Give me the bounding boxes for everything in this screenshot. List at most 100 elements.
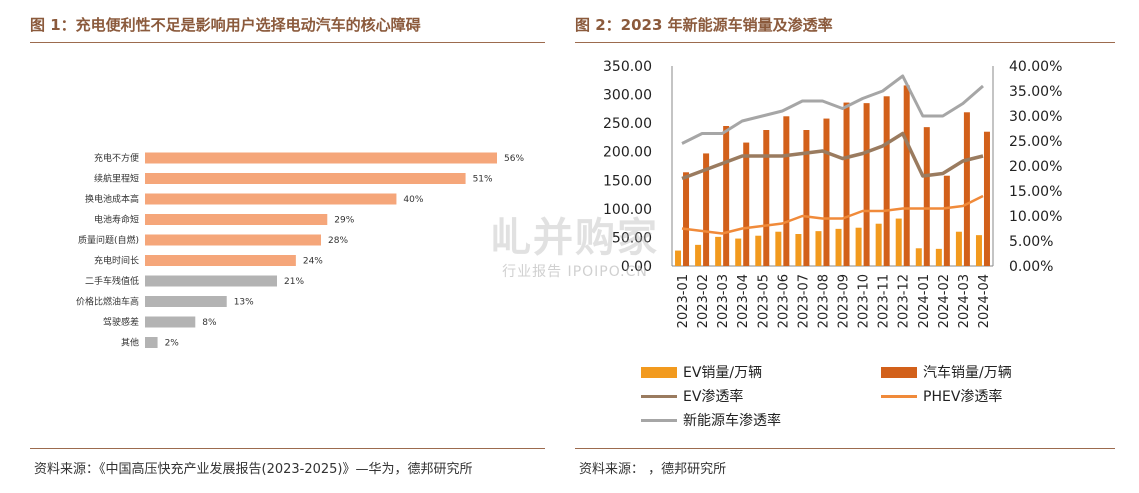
left-axis-tick: 300.00 [603, 88, 652, 104]
x-axis-tick: 2023-05 [756, 274, 771, 328]
category-label: 换电池成本高 [85, 193, 139, 205]
right-axis-tick: 30.00% [1009, 109, 1062, 125]
legend-ev-rate: EV渗透率 [641, 386, 743, 406]
right-axis-tick: 20.00% [1009, 159, 1062, 175]
auto-sales-bar [783, 116, 790, 267]
figure-2-top-rule [575, 42, 1115, 43]
category-label: 其他 [121, 337, 139, 349]
category-label: 充电不方便 [94, 152, 139, 164]
x-axis-tick: 2023-11 [877, 274, 892, 328]
right-axis-tick: 25.00% [1009, 134, 1062, 150]
figure-2-bottom-rule [575, 448, 1115, 449]
right-axis-tick: 10.00% [1009, 209, 1062, 225]
figure-2-source: 资料来源： ，德邦研究所 [579, 462, 727, 477]
figure-1-top-rule [30, 42, 545, 43]
ev-sales-bar [935, 248, 942, 266]
category-label: 价格比燃油车高 [76, 296, 139, 308]
category-label: 质量问题(自燃) [78, 234, 139, 246]
legend-auto-sales-swatch [881, 366, 917, 378]
ev-sales-bar [695, 244, 702, 266]
x-axis-tick: 2023-03 [716, 274, 731, 328]
ev-sales-bar [815, 231, 822, 266]
x-axis-tick: 2023-08 [816, 274, 831, 328]
auto-sales-bar [723, 126, 730, 266]
value-label: 24% [303, 257, 323, 267]
figure-1-panel: 图 1：充电便利性不足是影响用户选择电动汽车的核心障碍 充电不方便 56% 续航里程… [30, 0, 545, 493]
x-axis-tick: 2023-06 [776, 274, 791, 328]
right-axis-tick: 5.00% [1009, 234, 1053, 250]
ev-sales-bar [875, 223, 882, 266]
ev-rate-line [681, 131, 984, 181]
legend-ev-rate-label: EV渗透率 [683, 389, 744, 405]
bar [145, 173, 466, 184]
horizontal-bar-chart: 充电不方便 56% 续航里程短 51% 换电池成本高 40% 电池寿命短 29% 质量问题(自燃… [76, 152, 524, 349]
x-axis-tick: 2023-04 [736, 274, 751, 328]
figure-2-panel: 图 2：2023 年新能源车销量及渗透率 0.00 50.00 100.00 150.… [575, 0, 1115, 493]
auto-sales-bar [743, 142, 750, 266]
nev-rate-line [681, 74, 984, 145]
bar [145, 275, 277, 287]
x-axis-tick: 2024-04 [977, 274, 992, 328]
value-label: 13% [234, 298, 254, 308]
bar [145, 255, 296, 266]
legend-nev-rate: 新能源车渗透率 [641, 410, 781, 430]
auto-sales-bar [943, 175, 950, 266]
x-axis-tick: 2024-01 [917, 274, 932, 328]
auto-sales-bar [703, 153, 710, 266]
auto-sales-bar [983, 131, 990, 266]
x-axis-tick: 2023-09 [837, 274, 852, 328]
ev-sales-bar [895, 218, 902, 266]
ev-sales-bar [915, 248, 922, 266]
ev-sales-bar [775, 231, 782, 266]
legend-ev-sales-swatch [641, 366, 677, 378]
right-axis-tick: 15.00% [1009, 184, 1062, 200]
value-label: 29% [334, 216, 354, 226]
category-label: 驾驶感差 [103, 316, 139, 328]
bar [145, 316, 196, 328]
figure-1-source: 资料来源：《中国高压快充产业发展报告(2023-2025)》—华为，德邦研究所 [34, 462, 473, 477]
bar [145, 234, 321, 246]
auto-sales-bar [883, 96, 890, 267]
legend-nev-rate-label: 新能源车渗透率 [683, 413, 781, 429]
auto-sales-bar [923, 127, 930, 267]
auto-sales-bar [843, 102, 850, 266]
x-axis-tick: 2023-02 [696, 274, 711, 328]
category-label: 电池寿命短 [94, 214, 139, 226]
auto-sales-bar [823, 118, 830, 266]
auto-sales-bar [683, 172, 690, 266]
category-label: 续航里程短 [94, 173, 139, 185]
ev-sales-bar [835, 228, 842, 266]
right-axis-tick: 40.00% [1009, 59, 1062, 75]
value-label: 21% [284, 277, 304, 287]
ev-sales-bar [975, 235, 982, 266]
bar [145, 296, 227, 307]
left-axis-tick: 150.00 [603, 173, 652, 189]
legend-ev-rate-swatch [641, 394, 677, 398]
auto-sales-bar [903, 85, 910, 266]
sales-penetration-chart: 0.00 50.00 100.00 150.00 200.00 250.00 300.00 3… [603, 59, 1062, 328]
ev-sales-bar [735, 238, 742, 266]
legend-nev-rate-swatch [641, 418, 677, 422]
x-axis-tick: 2023-12 [897, 274, 912, 328]
legend-auto-sales: 汽车销量/万辆 [881, 362, 1012, 382]
value-label: 28% [328, 236, 348, 246]
legend-phev-rate-swatch [881, 394, 917, 398]
bar [145, 337, 158, 348]
ev-sales-bar [955, 231, 962, 266]
value-label: 56% [504, 154, 524, 164]
auto-sales-bar [803, 130, 810, 266]
ev-sales-bar [675, 250, 682, 266]
ev-sales-bar [795, 234, 802, 266]
ev-sales-bar [855, 227, 862, 266]
left-axis-tick: 350.00 [603, 59, 652, 75]
legend-ev-sales-label: EV销量/万辆 [683, 365, 763, 381]
auto-sales-bar [763, 130, 770, 266]
right-axis-tick: 35.00% [1009, 84, 1062, 100]
left-axis-tick: 50.00 [612, 230, 652, 246]
bar [145, 214, 328, 225]
x-axis-tick: 2023-10 [857, 274, 872, 328]
value-label: 51% [473, 175, 493, 185]
bar [145, 193, 397, 205]
phev-rate-line [681, 194, 984, 235]
x-axis-tick: 2024-02 [937, 274, 952, 328]
